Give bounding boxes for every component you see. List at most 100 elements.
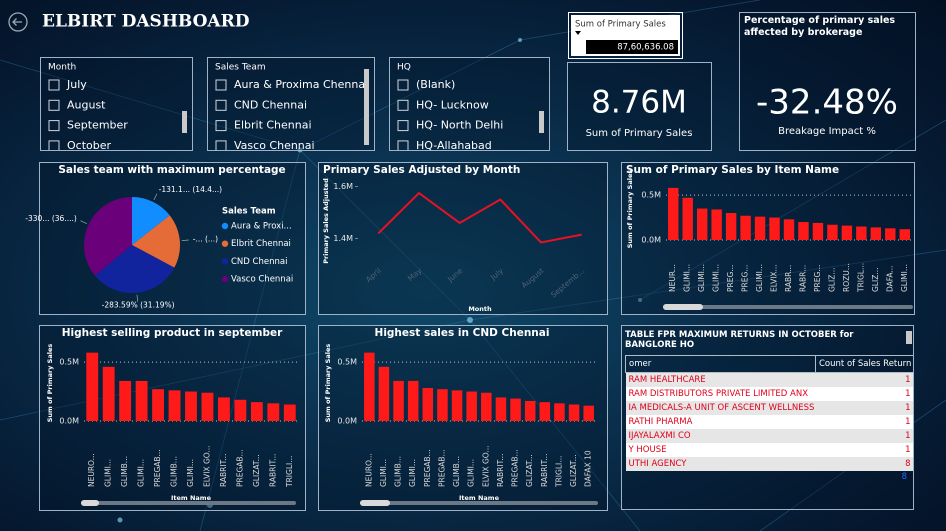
bar[interactable]: [841, 225, 853, 240]
bar[interactable]: [524, 400, 536, 421]
slicer-panel: [40, 57, 193, 151]
x-tick-label: PREG...: [813, 265, 822, 292]
bar[interactable]: [185, 391, 197, 421]
bar[interactable]: [696, 208, 708, 240]
checkbox[interactable]: [48, 120, 60, 132]
bar[interactable]: [201, 392, 214, 421]
bar[interactable]: [568, 404, 580, 421]
bar[interactable]: [554, 403, 565, 421]
bar[interactable]: [769, 217, 780, 240]
bar[interactable]: [135, 380, 148, 421]
bar[interactable]: [481, 392, 492, 421]
bar[interactable]: [168, 390, 181, 421]
checkbox[interactable]: [215, 140, 227, 151]
checkbox[interactable]: [215, 99, 227, 111]
bar[interactable]: [364, 352, 375, 421]
column-header[interactable]: omer: [625, 355, 816, 373]
bar[interactable]: [798, 222, 809, 240]
bar[interactable]: [510, 398, 521, 421]
bar[interactable]: [870, 227, 882, 240]
bar[interactable]: [740, 215, 751, 240]
bar[interactable]: [407, 380, 419, 421]
checkbox[interactable]: [215, 120, 227, 132]
legend-marker: [221, 240, 229, 247]
scrollbar[interactable]: [182, 111, 187, 133]
dropdown-icon: [575, 31, 581, 35]
x-tick-label: GLIMB...: [394, 456, 403, 487]
table-row: RAM HEALTHCARE 1: [625, 372, 913, 387]
bar[interactable]: [393, 380, 404, 421]
slicer-item: Aura & Proxima Chennai: [234, 78, 368, 91]
scrollbar[interactable]: [539, 111, 544, 133]
scrollbar[interactable]: [360, 500, 390, 506]
bar[interactable]: [217, 397, 230, 421]
y-tick-label: 0.0M: [337, 417, 357, 426]
checkbox[interactable]: [48, 99, 60, 111]
bar[interactable]: [422, 388, 434, 421]
bar[interactable]: [754, 216, 766, 240]
table-row: IJAYALAXMI CO 1: [625, 429, 913, 443]
bar[interactable]: [885, 228, 896, 240]
bar[interactable]: [812, 222, 824, 240]
bar[interactable]: [783, 219, 795, 240]
bar[interactable]: [725, 213, 737, 240]
bar[interactable]: [668, 187, 679, 240]
legend-entry[interactable]: CND Chennai: [231, 257, 287, 267]
slicer-panel: [207, 57, 375, 151]
table-cell: RAM HEALTHCARE: [625, 372, 816, 387]
bar[interactable]: [234, 399, 247, 421]
bar[interactable]: [250, 402, 263, 421]
x-tick-label: PREG...: [741, 265, 750, 292]
checkbox[interactable]: [397, 120, 409, 132]
bar[interactable]: [899, 229, 910, 240]
bar[interactable]: [466, 391, 477, 421]
checkbox[interactable]: [397, 140, 409, 151]
checkbox[interactable]: [397, 99, 409, 111]
scrollbar[interactable]: [663, 304, 703, 310]
bar[interactable]: [451, 390, 463, 421]
scrollbar[interactable]: [81, 500, 99, 506]
y-tick-label: 0.5M: [337, 358, 357, 367]
leader-line: [80, 220, 87, 225]
legend-entry[interactable]: Vasco Chennai: [231, 275, 293, 285]
bar[interactable]: [119, 380, 132, 421]
bar[interactable]: [682, 197, 693, 240]
bar[interactable]: [283, 404, 296, 421]
bar[interactable]: [583, 405, 594, 421]
table-cell: 1: [815, 429, 913, 443]
table-row: RAM DISTRIBUTORS PRIVATE LIMITED ANX 1: [625, 387, 913, 401]
slicer-item: HQ- Lucknow: [416, 98, 489, 111]
table-cell: 1: [815, 372, 913, 387]
x-tick-label: GLIMB...: [452, 456, 461, 487]
bar[interactable]: [495, 397, 507, 421]
checkbox[interactable]: [48, 79, 60, 91]
bar[interactable]: [856, 226, 867, 240]
bar[interactable]: [827, 224, 838, 240]
data-label: -330... (36....): [25, 214, 77, 223]
scrollbar[interactable]: [364, 69, 369, 145]
slicer-item: September: [67, 119, 128, 132]
pie-slice: [84, 197, 132, 276]
bar[interactable]: [378, 366, 390, 421]
chart-title: Highest sales in CND Chennai: [375, 327, 550, 339]
bar[interactable]: [711, 209, 722, 240]
back-button[interactable]: [8, 12, 28, 32]
slicer-item: August: [67, 98, 106, 111]
table-cell: 8: [815, 457, 913, 471]
y-tick-label: 0.5M: [641, 191, 661, 200]
bar[interactable]: [102, 366, 115, 421]
checkbox[interactable]: [397, 79, 409, 91]
checkbox[interactable]: [48, 140, 60, 151]
bar[interactable]: [267, 403, 280, 421]
x-tick-label: ELVIX...: [770, 264, 779, 292]
card-title: Percentage of primary sales affected by …: [744, 15, 896, 38]
bar[interactable]: [152, 389, 165, 421]
legend-entry[interactable]: Elbrit Chennai: [231, 239, 291, 249]
bar[interactable]: [539, 402, 551, 421]
legend-entry[interactable]: Aura & Proxi...: [231, 222, 292, 232]
checkbox[interactable]: [215, 79, 227, 91]
bar[interactable]: [86, 352, 99, 421]
scrollbar[interactable]: [906, 331, 912, 344]
bar[interactable]: [437, 389, 448, 421]
column-header[interactable]: Count of Sales Return: [815, 355, 913, 373]
